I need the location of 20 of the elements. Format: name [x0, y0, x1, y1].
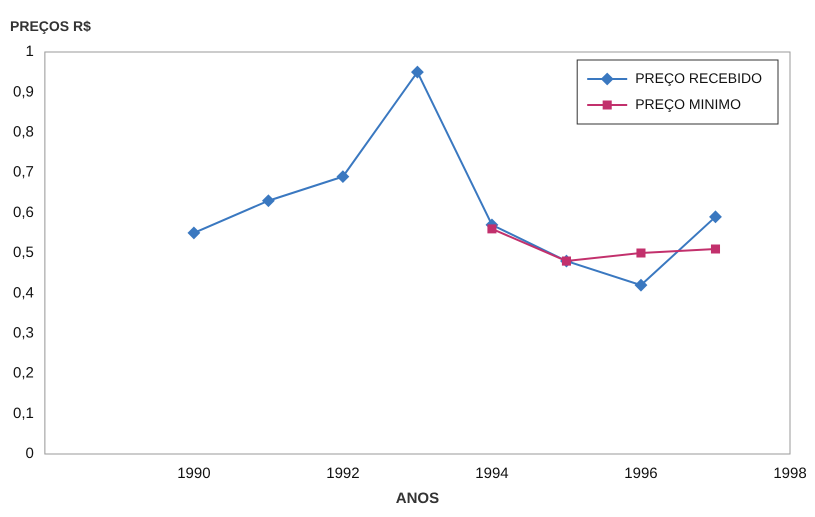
y-tick-label: 0,5 [12, 244, 34, 262]
y-axis-title: PREÇOS R$ [10, 18, 91, 34]
y-tick-label: 0 [26, 445, 34, 462]
y-tick-label: 0,1 [12, 404, 34, 422]
legend-label: PREÇO RECEBIDO [635, 70, 762, 86]
legend-label: PREÇO MINIMO [635, 96, 742, 112]
y-tick-label: 0,3 [12, 324, 34, 342]
x-tick-label: 1990 [177, 465, 211, 482]
x-tick-label: 1996 [624, 465, 658, 482]
y-tick-label: 0,7 [12, 164, 34, 181]
y-tick-label: 0,6 [12, 204, 34, 221]
y-tick-label: 0,9 [12, 83, 34, 100]
x-tick-label: 1994 [475, 465, 509, 482]
y-tick-label: 0,4 [12, 284, 34, 302]
x-tick-label: 1998 [773, 465, 807, 482]
y-tick-label: 0,8 [12, 124, 34, 141]
x-tick-label: 1992 [326, 465, 360, 482]
x-axis-title: ANOS [396, 490, 440, 508]
y-tick-label: 1 [26, 43, 34, 60]
y-tick-label: 0,2 [12, 364, 34, 382]
